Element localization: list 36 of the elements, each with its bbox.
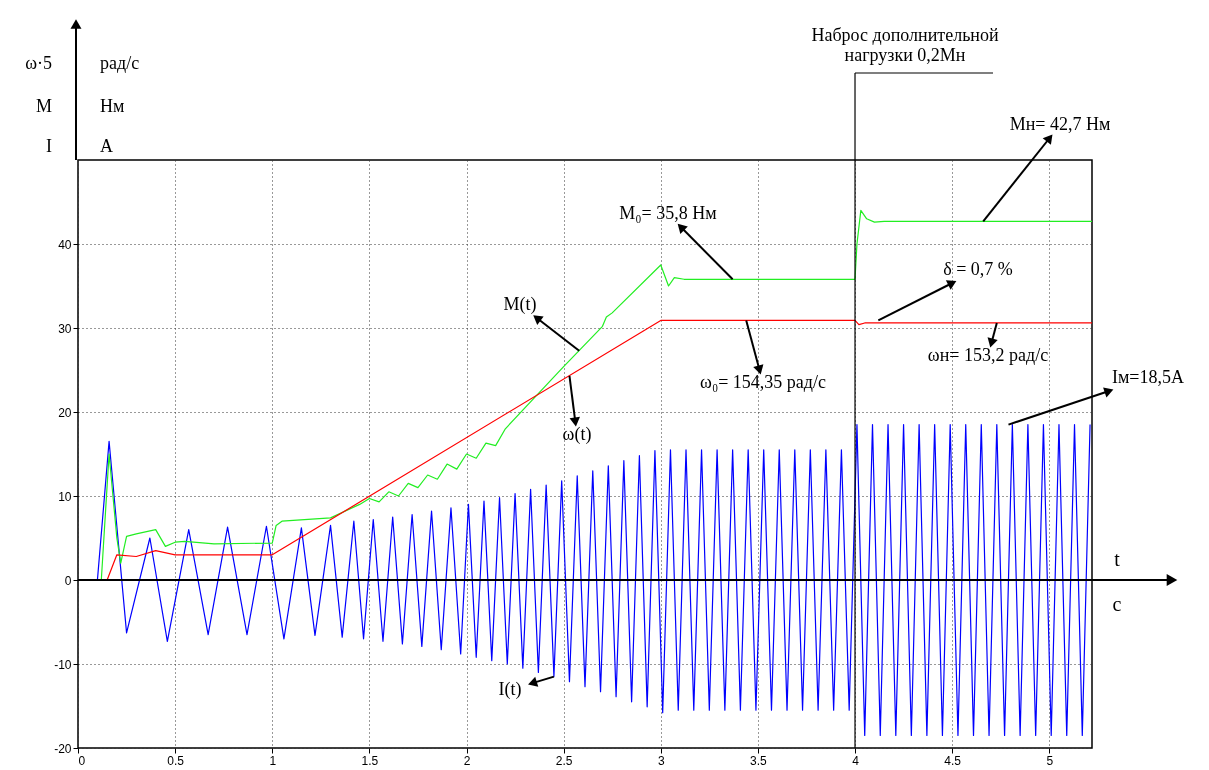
- annotation: I(t): [498, 679, 522, 700]
- text: ω·5: [25, 53, 52, 73]
- annotation: ω₀= 154,35 рад/с: [700, 372, 826, 392]
- annotation: Mн= 42,7 Нм: [1009, 114, 1111, 134]
- x-tick-label: 1.5: [361, 753, 379, 768]
- y-tick-label: 10: [58, 489, 72, 504]
- x-tick-label: 4: [852, 753, 860, 768]
- x-tick-label: 2: [463, 753, 471, 768]
- annotation: ωн= 153,2 рад/с: [927, 345, 1049, 365]
- x-tick-label: 0.5: [167, 753, 185, 768]
- text: I: [46, 136, 52, 156]
- annotation: M₀= 35,8 Нм: [619, 203, 717, 223]
- x-tick-label: 0: [78, 753, 86, 768]
- y-tick-label: -20: [54, 741, 72, 756]
- annotation: Iм=18,5A: [1111, 367, 1185, 387]
- y-tick-label: 40: [58, 237, 72, 252]
- text: A: [100, 136, 113, 156]
- x-tick-label: 3: [657, 753, 665, 768]
- x-tick-label: 1: [269, 753, 277, 768]
- text: Нм: [100, 96, 125, 116]
- y-tick-label: 20: [58, 405, 72, 420]
- y-tick-label: 30: [58, 321, 72, 336]
- x-tick-label: 5: [1046, 753, 1054, 768]
- text: с: [1112, 593, 1122, 615]
- ref-line-label: Наброс дополнительной нагрузки 0,2Мн: [811, 25, 999, 65]
- x-tick-label: 3.5: [750, 753, 768, 768]
- x-axis-title: t: [1114, 548, 1121, 570]
- annotation: ω(t): [562, 424, 592, 445]
- x-tick-label: 4.5: [944, 753, 962, 768]
- y-tick-label: 0: [64, 573, 72, 588]
- x-tick-label: 2.5: [555, 753, 573, 768]
- text: рад/с: [100, 53, 140, 73]
- text: M: [35, 96, 52, 116]
- y-tick-label: -10: [54, 657, 72, 672]
- annotation: M(t): [503, 294, 537, 315]
- annotation: δ = 0,7 %: [943, 259, 1013, 279]
